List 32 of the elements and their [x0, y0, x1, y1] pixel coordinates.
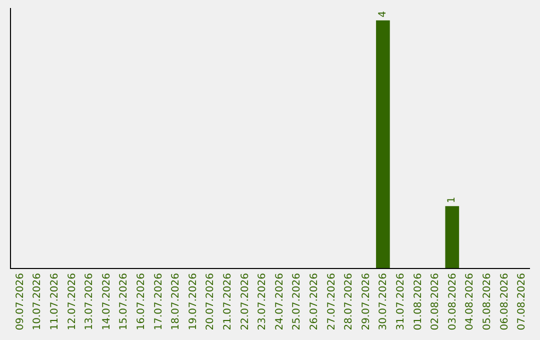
x-tick-label: 29.07.2026 [360, 273, 372, 330]
x-tick-label: 03.08.2026 [447, 273, 458, 330]
data-label: 1 [446, 196, 458, 204]
x-tick-label: 09.07.2026 [14, 273, 26, 330]
x-tick-label: 11.07.2026 [50, 273, 60, 330]
x-tick-label: 31.07.2026 [396, 273, 406, 330]
x-tick-label: 19.07.2026 [188, 273, 199, 330]
x-tick-label: 20.07.2026 [205, 273, 216, 330]
x-tick-label: 15.07.2026 [118, 273, 130, 330]
x-tick-label: 25.07.2026 [292, 273, 303, 330]
x-tick-label: 21.07.2026 [222, 273, 234, 330]
x-tick-label: 04.08.2026 [464, 273, 476, 330]
x-tick-label: 30.07.2026 [378, 273, 390, 330]
x-tick-label: 27.07.2026 [326, 273, 338, 330]
x-tick-label: 05.08.2026 [482, 273, 493, 330]
x-tick-label: 26.07.2026 [309, 273, 320, 330]
x-tick-label: 18.07.2026 [170, 273, 182, 330]
x-tick-label: 13.07.2026 [84, 273, 96, 330]
x-tick-label: 01.08.2026 [412, 273, 424, 330]
x-tick-label: 06.08.2026 [499, 273, 510, 330]
x-tick-label: 10.07.2026 [32, 273, 44, 330]
x-tick-label: 16.07.2026 [136, 273, 147, 330]
data-label: 4 [377, 11, 388, 18]
x-tick-label: 17.07.2026 [153, 273, 164, 330]
x-tick-label: 14.07.2026 [101, 273, 112, 330]
x-tick-label: 23.07.2026 [257, 273, 268, 330]
x-tick-label: 28.07.2026 [344, 273, 355, 330]
x-tick-label: 07.08.2026 [516, 273, 528, 330]
x-tick-label: 12.07.2026 [66, 273, 78, 330]
x-tick-label: 22.07.2026 [240, 273, 251, 330]
x-tick-label: 02.08.2026 [430, 273, 442, 330]
x-tick-label: 24.07.2026 [274, 273, 286, 330]
